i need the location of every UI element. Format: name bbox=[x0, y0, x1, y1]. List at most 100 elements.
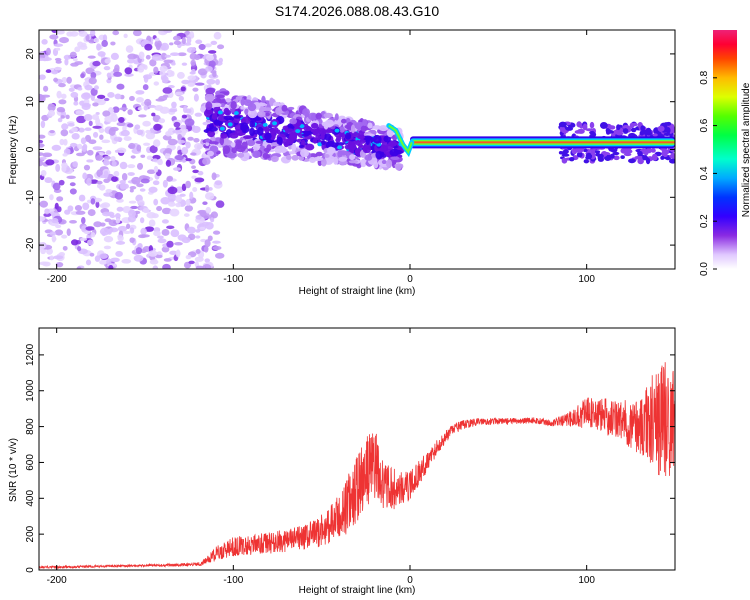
spectrogram-blob bbox=[327, 147, 336, 154]
spectrogram-blob bbox=[148, 250, 158, 257]
spectrogram-y-tick-label: -20 bbox=[25, 237, 36, 252]
snr-x-tick-label: 0 bbox=[407, 575, 413, 586]
spectrogram-blob bbox=[202, 157, 211, 166]
spectrogram-blob bbox=[194, 112, 203, 117]
spectrogram-blob bbox=[138, 51, 145, 60]
spectrogram-blob bbox=[93, 85, 99, 90]
spectrogram-blob bbox=[312, 128, 321, 136]
spectrogram-blob bbox=[187, 82, 195, 87]
spectrogram-blob bbox=[186, 36, 192, 44]
spectrogram-blob bbox=[61, 234, 68, 239]
spectrogram-blob bbox=[212, 240, 221, 244]
spectrogram-blob bbox=[338, 160, 348, 166]
spectrogram-blob bbox=[45, 159, 55, 166]
spectrogram-blob bbox=[211, 113, 218, 120]
spectrogram-blob bbox=[157, 159, 163, 166]
spectrogram-blob bbox=[69, 142, 78, 148]
spectrogram-blob bbox=[394, 163, 402, 171]
spectrogram-blob bbox=[74, 61, 84, 65]
spectrogram-blob bbox=[632, 122, 638, 127]
spectrogram-blob bbox=[111, 176, 118, 183]
spectrogram-blob bbox=[144, 98, 152, 107]
spectrogram-blob bbox=[276, 129, 281, 135]
spectrogram-blob bbox=[582, 123, 588, 131]
spectrogram-blob bbox=[133, 254, 144, 262]
spectrogram-blob bbox=[43, 212, 52, 217]
spectrogram-blob bbox=[569, 157, 575, 162]
spectrogram-blob bbox=[103, 192, 113, 197]
spectrogram-blob bbox=[82, 202, 90, 211]
spectrogram-hot-blob bbox=[217, 110, 223, 115]
spectrogram-blob bbox=[110, 155, 116, 162]
spectrogram-blob bbox=[153, 139, 161, 148]
spectrogram-blob bbox=[154, 37, 160, 42]
spectrogram-blob bbox=[378, 125, 389, 132]
spectrogram-blob bbox=[612, 151, 620, 156]
spectrogram-blob bbox=[222, 145, 231, 154]
spectrogram-blob bbox=[75, 152, 85, 157]
spectrogram-blob bbox=[40, 120, 46, 129]
spectrogram-blob bbox=[199, 226, 206, 230]
spectrogram-hot-blob bbox=[299, 124, 305, 129]
spectrogram-blob bbox=[207, 235, 213, 242]
spectrogram-blob bbox=[64, 58, 69, 66]
spectrogram-blob bbox=[167, 85, 175, 89]
spectrogram-blob bbox=[69, 51, 77, 58]
spectrogram-blob bbox=[74, 46, 81, 53]
spectrogram-blob bbox=[49, 255, 54, 261]
spectrogram-blob bbox=[563, 149, 569, 154]
spectrogram-blob bbox=[117, 234, 123, 239]
spectrogram-blob bbox=[166, 225, 175, 230]
snr-x-tick-label: -200 bbox=[47, 575, 67, 586]
spectrogram-blob bbox=[155, 42, 161, 51]
spectrogram-blob bbox=[348, 131, 359, 136]
spectrogram-blob bbox=[44, 177, 53, 184]
spectrogram-blob bbox=[39, 134, 46, 139]
spectrogram-blob bbox=[56, 196, 64, 202]
spectrogram-blob bbox=[365, 136, 370, 146]
spectrogram-blob bbox=[337, 150, 343, 158]
spectrogram-blob bbox=[256, 126, 264, 136]
spectrogram-blob bbox=[69, 31, 79, 37]
spectrogram-y-tick-label: 20 bbox=[25, 48, 36, 60]
spectrogram-blob bbox=[55, 30, 65, 35]
spectrogram-blob bbox=[127, 58, 135, 64]
spectrogram-blob bbox=[105, 150, 112, 155]
spectrogram-blob bbox=[213, 31, 222, 40]
spectrogram-blob bbox=[223, 139, 231, 145]
spectrogram-blob bbox=[42, 152, 53, 158]
spectrogram-blob bbox=[608, 125, 616, 130]
spectrogram-y-tick-label: 10 bbox=[25, 96, 36, 108]
spectrogram-blob bbox=[338, 115, 346, 120]
spectrogram-blob bbox=[101, 139, 111, 144]
spectrogram-blob bbox=[91, 114, 100, 121]
spectrogram-blob bbox=[333, 156, 339, 165]
spectrogram-blob bbox=[237, 152, 245, 158]
spectrogram-blob bbox=[143, 105, 149, 111]
spectrogram-blob bbox=[114, 149, 120, 153]
spectrogram-blob bbox=[169, 208, 180, 217]
spectrogram-blob bbox=[58, 82, 66, 88]
spectrogram-blob bbox=[234, 128, 243, 136]
spectrogram-blob bbox=[275, 107, 283, 116]
spectrogram-blob bbox=[86, 159, 94, 163]
spectrogram-blob bbox=[117, 225, 128, 232]
spectrogram-blob bbox=[230, 142, 236, 148]
spectrogram-blob bbox=[211, 172, 217, 181]
spectrogram-blob bbox=[77, 143, 83, 150]
spectrogram-blob bbox=[669, 158, 675, 164]
spectrogram-blob bbox=[590, 149, 596, 156]
spectrogram-hot-blob bbox=[227, 122, 233, 127]
spectrogram-blob bbox=[61, 165, 67, 173]
spectrogram-blob bbox=[99, 134, 104, 140]
spectrogram-blob bbox=[215, 94, 225, 98]
spectrogram-blob bbox=[166, 175, 174, 182]
spectrogram-blob bbox=[223, 115, 234, 121]
spectrogram-blob bbox=[53, 43, 64, 47]
spectrogram-blobs bbox=[39, 30, 675, 269]
spectrogram-blob bbox=[192, 87, 199, 92]
spectrogram-blob bbox=[362, 145, 372, 154]
spectrogram-blob bbox=[122, 230, 132, 234]
spectrogram-blob bbox=[112, 106, 120, 113]
snr-x-tick-label: 100 bbox=[578, 575, 595, 586]
